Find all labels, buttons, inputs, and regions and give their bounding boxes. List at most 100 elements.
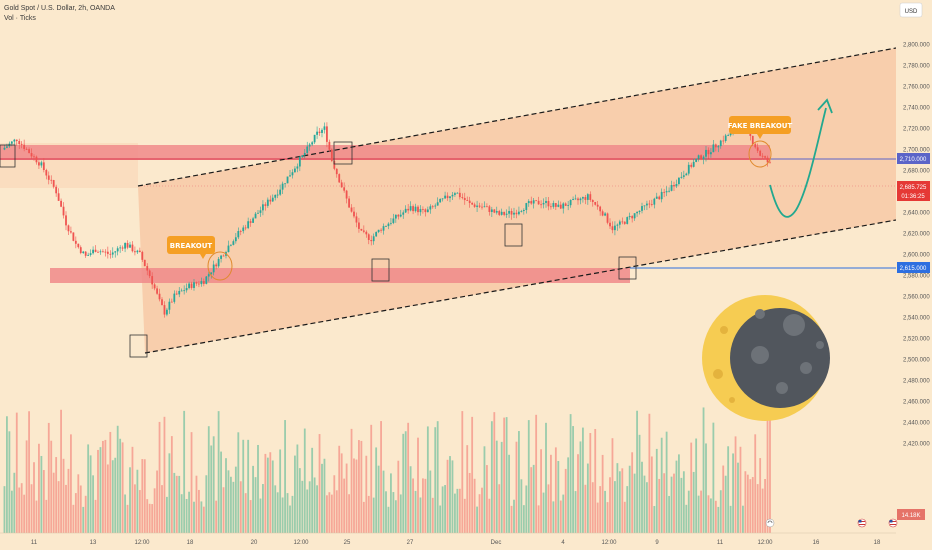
- candle-body: [153, 284, 156, 289]
- volume-bar: [70, 434, 72, 533]
- volume-bar: [574, 491, 577, 533]
- volume-bar: [175, 475, 178, 533]
- candle-body: [72, 232, 75, 241]
- volume-bar: [372, 497, 375, 533]
- candle-body: [298, 157, 301, 167]
- volume-bar: [673, 473, 675, 533]
- volume-bar: [402, 433, 405, 533]
- volume-bar: [712, 422, 715, 533]
- volume-bar: [33, 462, 35, 533]
- candle-body: [426, 209, 429, 213]
- candle-body: [271, 197, 274, 202]
- breakout-label-text: BREAKOUT: [170, 242, 213, 250]
- volume-bar: [719, 490, 722, 533]
- volume-bar: [377, 465, 380, 533]
- volume-bar: [340, 453, 343, 533]
- price-tick-label: 2,720.000: [903, 127, 930, 133]
- volume-bar: [545, 422, 547, 533]
- candle-body: [190, 283, 193, 288]
- symbol-title[interactable]: Gold Spot / U.S. Dollar, 2h, OANDA: [4, 5, 115, 12]
- volume-bar: [40, 455, 43, 533]
- volume-bar: [522, 505, 525, 533]
- volume-bar: [695, 438, 698, 533]
- volume-indicator-label[interactable]: Vol · Ticks: [4, 15, 36, 22]
- candle-body: [719, 140, 722, 147]
- candle-body: [705, 149, 707, 157]
- time-axis[interactable]: [0, 533, 896, 550]
- candle-body: [422, 209, 424, 210]
- candle-body: [385, 226, 387, 227]
- candle-body: [212, 264, 215, 273]
- candle-body: [478, 205, 481, 207]
- volume-bar: [454, 493, 456, 533]
- volume-bar: [466, 445, 469, 533]
- volume-bar: [451, 460, 454, 533]
- candle-body: [584, 197, 587, 200]
- volume-bar: [370, 424, 373, 533]
- volume-bar: [195, 475, 198, 533]
- candle-body: [220, 255, 222, 259]
- candle-body: [313, 134, 316, 143]
- candle-body: [722, 140, 725, 142]
- candle-body: [217, 258, 220, 267]
- volume-bar: [148, 503, 151, 533]
- volume-bar: [257, 444, 259, 533]
- volume-bar: [185, 498, 188, 533]
- volume-bar: [670, 476, 673, 533]
- price-axis[interactable]: [896, 0, 932, 550]
- time-tick-label: 27: [407, 540, 414, 546]
- candle-body: [648, 203, 651, 205]
- candle-body: [222, 255, 225, 257]
- time-axis-labels: 11 13 12:00 18 20 12:00 25 27 Dec 4 12:00 9 11 12:00 1…: [31, 540, 881, 546]
- volume-bar: [138, 490, 141, 533]
- us-flag-icon[interactable]: [857, 518, 867, 528]
- time-tick-label: 25: [344, 540, 351, 546]
- price-tick-label: 2,680.000: [903, 169, 930, 175]
- candle-body: [559, 204, 562, 209]
- volume-bar: [298, 468, 301, 533]
- candle-body: [537, 200, 540, 205]
- candle-body: [28, 149, 30, 154]
- us-flag-icon[interactable]: [888, 518, 898, 528]
- volume-bar: [82, 506, 85, 533]
- volume-bar: [15, 412, 18, 533]
- price-tick-label: 2,700.000: [903, 148, 930, 154]
- pivot-box: [0, 144, 16, 168]
- candle-body: [360, 228, 363, 231]
- volume-bar: [13, 472, 16, 533]
- volume-bar: [611, 438, 614, 533]
- candle-body: [291, 172, 294, 176]
- volume-bar: [508, 454, 510, 533]
- currency-button-label[interactable]: USD: [905, 9, 918, 15]
- volume-bar: [567, 457, 570, 533]
- currency-button[interactable]: USD: [899, 2, 923, 18]
- channel-lower-line[interactable]: [144, 219, 897, 354]
- candle-body: [330, 149, 333, 161]
- channel-upper-line[interactable]: [137, 47, 897, 187]
- candle-body: [30, 153, 33, 157]
- candle-body: [468, 200, 471, 203]
- volume-bar: [183, 410, 186, 533]
- current-price-badge: 2,685.725 01:36:25: [897, 181, 930, 201]
- candle-body: [45, 170, 48, 176]
- price-axis-labels: 2,800.000 2,780.000 2,760.000 2,740.000 2,72…: [903, 43, 930, 448]
- candle-body: [326, 126, 328, 142]
- volume-bar: [717, 506, 720, 533]
- bar-countdown-text: 01:36:25: [901, 194, 925, 200]
- volume-bar: [249, 500, 252, 533]
- candle-body: [50, 179, 53, 181]
- volume-bar: [328, 492, 331, 533]
- event-flag-icon[interactable]: [765, 518, 775, 528]
- candle-body: [424, 209, 427, 213]
- candle-body: [18, 141, 21, 145]
- candle-body: [198, 283, 200, 285]
- volume-bar: [439, 505, 442, 533]
- candle-body: [414, 206, 417, 212]
- candle-body: [362, 230, 365, 232]
- volume-bar: [636, 410, 638, 533]
- candle-body: [609, 222, 611, 227]
- candle-body: [399, 214, 402, 217]
- volume-bar: [350, 428, 353, 533]
- candle-body: [483, 206, 486, 208]
